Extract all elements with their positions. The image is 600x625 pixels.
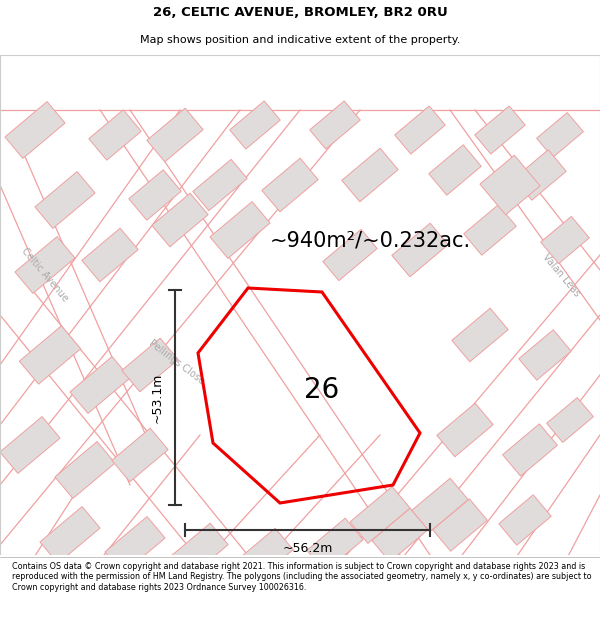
Polygon shape (70, 357, 130, 413)
Polygon shape (112, 428, 168, 482)
Polygon shape (147, 108, 203, 162)
Polygon shape (15, 237, 75, 293)
Polygon shape (541, 216, 589, 264)
Text: ~56.2m: ~56.2m (283, 541, 332, 554)
Polygon shape (429, 145, 481, 195)
Polygon shape (475, 106, 525, 154)
Polygon shape (40, 507, 100, 563)
Polygon shape (372, 508, 428, 562)
Polygon shape (129, 170, 181, 220)
Text: 26, CELTIC AVENUE, BROMLEY, BR2 0RU: 26, CELTIC AVENUE, BROMLEY, BR2 0RU (152, 6, 448, 19)
Polygon shape (499, 495, 551, 545)
Polygon shape (172, 523, 228, 577)
Polygon shape (307, 518, 363, 572)
Polygon shape (210, 202, 270, 258)
Polygon shape (230, 101, 280, 149)
Polygon shape (342, 148, 398, 202)
Polygon shape (193, 159, 247, 211)
Polygon shape (547, 398, 593, 442)
Text: Celtic Avenue: Celtic Avenue (20, 246, 70, 304)
Polygon shape (105, 517, 165, 573)
Polygon shape (480, 155, 540, 215)
Polygon shape (55, 442, 115, 498)
Text: 26: 26 (304, 376, 339, 404)
Polygon shape (82, 228, 138, 282)
Polygon shape (5, 102, 65, 158)
Polygon shape (392, 223, 448, 277)
Polygon shape (262, 158, 318, 212)
Polygon shape (350, 487, 410, 543)
Polygon shape (122, 338, 178, 392)
Polygon shape (237, 528, 293, 582)
Polygon shape (395, 106, 445, 154)
Polygon shape (19, 326, 81, 384)
Polygon shape (412, 478, 468, 532)
Text: Pellings Close: Pellings Close (147, 338, 207, 387)
Polygon shape (437, 403, 493, 457)
Polygon shape (536, 112, 583, 158)
Polygon shape (519, 330, 571, 380)
Polygon shape (152, 193, 208, 247)
Polygon shape (464, 205, 516, 255)
Polygon shape (310, 101, 360, 149)
Text: ~53.1m: ~53.1m (151, 372, 163, 423)
Polygon shape (323, 229, 377, 281)
Polygon shape (89, 110, 141, 160)
Text: Contains OS data © Crown copyright and database right 2021. This information is : Contains OS data © Crown copyright and d… (12, 562, 592, 592)
Polygon shape (514, 150, 566, 200)
Polygon shape (503, 424, 557, 476)
Polygon shape (433, 499, 487, 551)
Polygon shape (0, 417, 60, 473)
Text: Valan Leas: Valan Leas (540, 252, 582, 298)
Text: Map shows position and indicative extent of the property.: Map shows position and indicative extent… (140, 34, 460, 44)
Text: ~940m²/~0.232ac.: ~940m²/~0.232ac. (269, 230, 470, 250)
Polygon shape (452, 308, 508, 362)
Polygon shape (35, 172, 95, 228)
